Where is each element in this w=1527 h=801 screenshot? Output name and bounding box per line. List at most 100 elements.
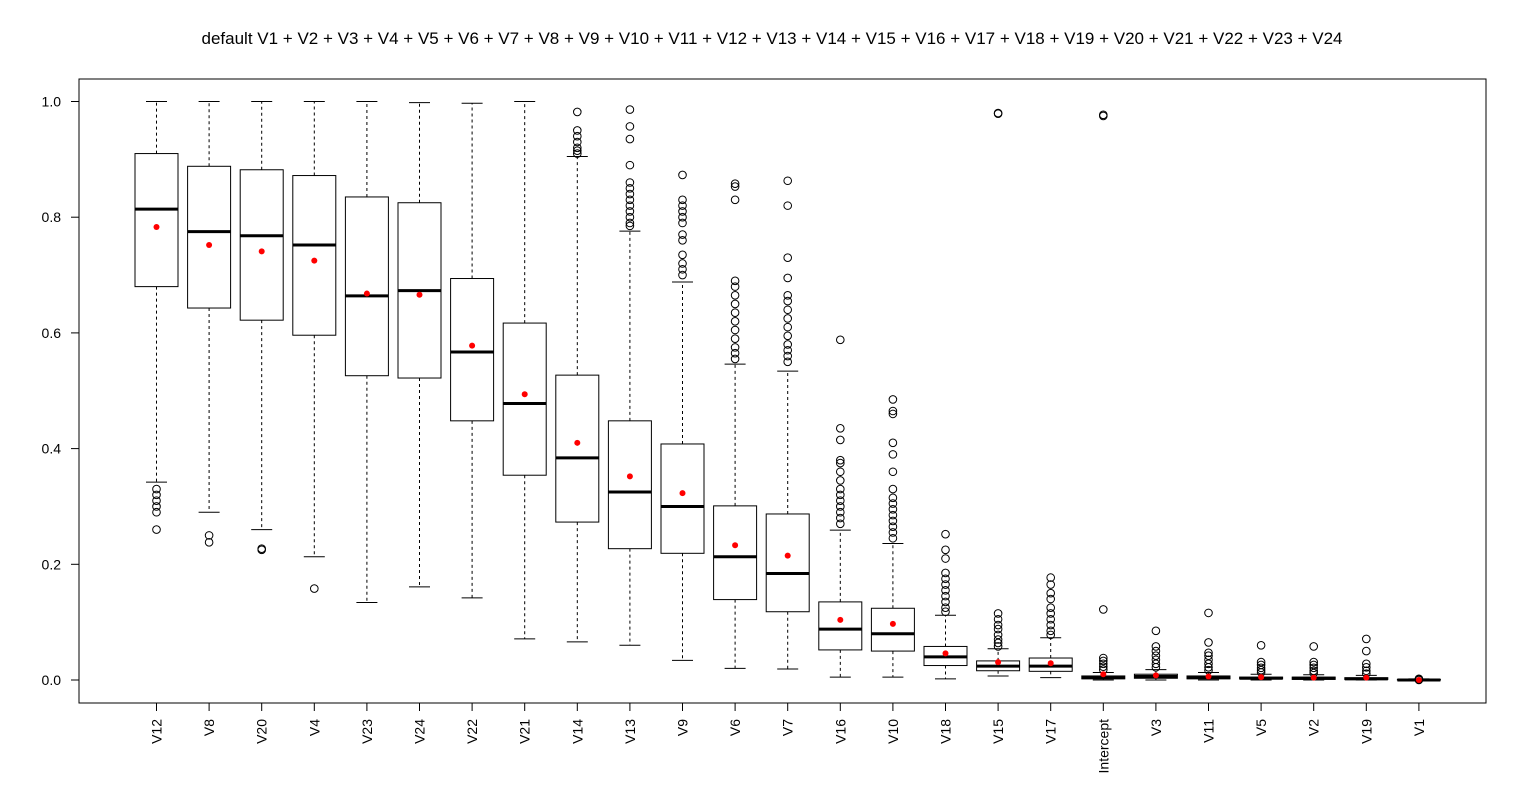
x-tick-label: V15 bbox=[990, 719, 1006, 744]
x-tick-label: V10 bbox=[885, 719, 901, 744]
outlier-point bbox=[730, 334, 740, 343]
x-tick-label: V9 bbox=[675, 719, 691, 736]
box-v21 bbox=[502, 101, 547, 640]
outlier-point bbox=[730, 195, 740, 205]
outlier-point bbox=[310, 584, 319, 593]
outlier-point bbox=[625, 195, 635, 205]
outlier-point bbox=[888, 406, 898, 416]
box-v4 bbox=[292, 101, 337, 593]
outlier-point bbox=[993, 630, 1003, 640]
mean-point bbox=[1100, 671, 1107, 678]
outlier-point bbox=[678, 236, 687, 245]
outlier-point bbox=[204, 531, 214, 540]
outlier-point bbox=[730, 299, 740, 309]
outlier-point bbox=[888, 484, 898, 494]
outlier-point bbox=[941, 591, 950, 601]
outlier-point bbox=[888, 450, 898, 459]
outlier-point bbox=[941, 574, 950, 584]
mean-point bbox=[942, 650, 949, 657]
outlier-point bbox=[573, 126, 582, 135]
outlier-point bbox=[1362, 662, 1371, 672]
outlier-point bbox=[888, 533, 898, 543]
outlier-point bbox=[888, 528, 898, 537]
mean-point bbox=[206, 241, 213, 248]
mean-point bbox=[784, 552, 791, 559]
outlier-point bbox=[678, 170, 687, 180]
outlier-point bbox=[993, 108, 1003, 118]
outlier-point bbox=[257, 544, 267, 553]
outlier-point bbox=[993, 614, 1003, 624]
outlier-point bbox=[836, 507, 845, 517]
iqr-box bbox=[870, 607, 915, 652]
box-v13 bbox=[607, 105, 652, 646]
mean-point bbox=[732, 542, 739, 549]
outlier-point bbox=[836, 484, 845, 494]
mean-point bbox=[574, 439, 581, 446]
outlier-point bbox=[836, 424, 845, 433]
outlier-point bbox=[836, 467, 845, 477]
box-v9 bbox=[660, 170, 705, 661]
mean-point bbox=[153, 224, 160, 231]
outlier-point bbox=[941, 580, 950, 589]
x-tick-label: V7 bbox=[780, 719, 796, 736]
iqr-box bbox=[187, 165, 232, 309]
outlier-point bbox=[1362, 646, 1371, 656]
outlier-point bbox=[678, 201, 687, 210]
iqr-box bbox=[502, 322, 547, 476]
outlier-point bbox=[152, 496, 161, 505]
outlier-point bbox=[888, 505, 898, 514]
mean-point bbox=[416, 291, 423, 298]
outlier-point bbox=[152, 525, 161, 534]
outlier-point bbox=[836, 435, 845, 445]
outlier-point bbox=[888, 409, 898, 419]
outlier-point bbox=[678, 230, 687, 239]
outlier-point bbox=[1256, 660, 1266, 670]
outlier-point bbox=[1046, 609, 1055, 618]
mean-point bbox=[311, 257, 318, 264]
outlier-point bbox=[573, 107, 582, 117]
outlier-point bbox=[625, 212, 635, 222]
outlier-point bbox=[152, 502, 161, 511]
outlier-point bbox=[678, 270, 687, 280]
iqr-box bbox=[450, 278, 495, 422]
outlier-point bbox=[1099, 662, 1108, 671]
x-tick-label: V8 bbox=[201, 719, 217, 736]
iqr-box bbox=[555, 374, 600, 523]
box-v12 bbox=[134, 101, 179, 534]
x-tick-label: V12 bbox=[149, 719, 165, 744]
outlier-point bbox=[783, 322, 793, 332]
outlier-point bbox=[573, 149, 582, 158]
iqr-box bbox=[344, 196, 389, 377]
outlier-point bbox=[1309, 666, 1318, 676]
x-tick-label: V16 bbox=[832, 719, 848, 744]
outlier-point bbox=[1099, 653, 1108, 663]
outlier-point bbox=[888, 522, 898, 531]
x-tick-label: V18 bbox=[938, 719, 954, 744]
outlier-point bbox=[678, 195, 687, 205]
y-axis: 0.0 0.2 0.4 0.6 0.8 1.0 bbox=[42, 94, 80, 688]
outlier-point bbox=[730, 182, 740, 191]
box-v22 bbox=[450, 102, 495, 599]
outlier-point bbox=[1256, 657, 1266, 667]
outlier-point bbox=[1204, 648, 1213, 658]
outlier-point bbox=[152, 507, 161, 517]
box-intercept bbox=[1081, 110, 1126, 681]
outlier-point bbox=[783, 340, 793, 349]
mean-point bbox=[679, 490, 686, 497]
outlier-point bbox=[730, 308, 740, 317]
mean-point bbox=[363, 290, 370, 297]
outlier-point bbox=[730, 354, 740, 364]
outlier-point bbox=[783, 296, 793, 306]
outlier-point bbox=[730, 348, 740, 358]
outlier-point bbox=[1204, 651, 1213, 661]
iqr-box bbox=[292, 175, 337, 336]
outlier-point bbox=[573, 137, 582, 147]
outlier-point bbox=[993, 620, 1003, 630]
x-tick-label: V14 bbox=[569, 719, 585, 744]
iqr-box bbox=[134, 153, 179, 288]
outlier-point bbox=[836, 458, 845, 468]
outlier-point bbox=[1046, 626, 1055, 636]
x-tick-label: V23 bbox=[359, 719, 375, 744]
x-tick-label: V21 bbox=[517, 719, 533, 744]
